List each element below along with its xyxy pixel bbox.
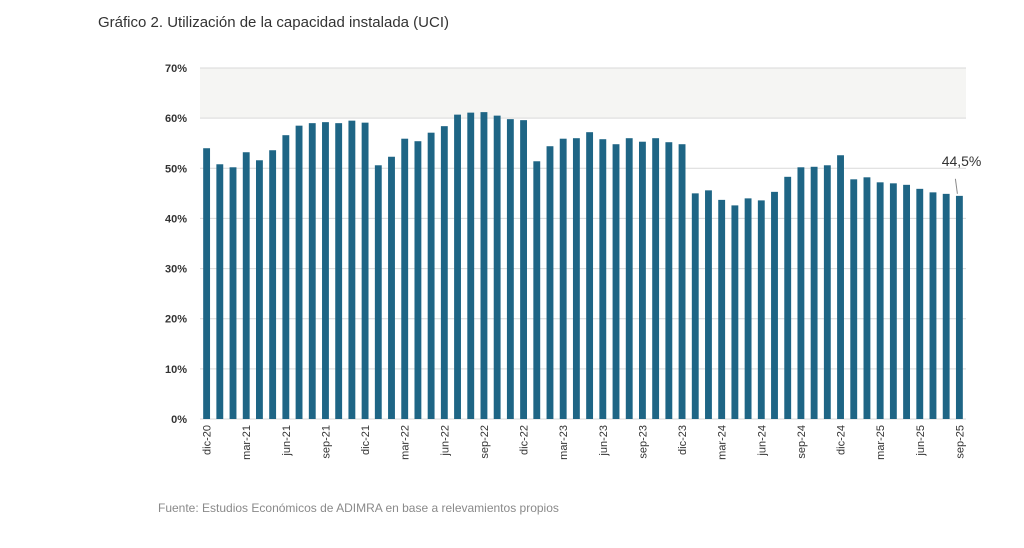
x-tick-label: sep-24 bbox=[796, 425, 808, 459]
x-tick-label: mar-24 bbox=[717, 425, 729, 460]
bar-mar-23 bbox=[559, 138, 567, 420]
plot-top-band bbox=[200, 68, 966, 119]
bar-feb-21 bbox=[229, 167, 237, 419]
bar-dic-21 bbox=[361, 122, 369, 420]
bar-mar-21 bbox=[242, 152, 250, 420]
bar-sep-24 bbox=[797, 167, 805, 419]
bar-dic-22 bbox=[520, 120, 528, 420]
bar-may-24 bbox=[744, 198, 752, 419]
bar-jun-23 bbox=[599, 139, 607, 419]
bar-nov-21 bbox=[348, 120, 356, 420]
bar-feb-24 bbox=[705, 190, 712, 419]
bar-nov-23 bbox=[665, 142, 673, 419]
bar-may-21 bbox=[269, 150, 277, 419]
x-tick-label: jun-24 bbox=[756, 425, 768, 457]
bar-jul-21 bbox=[295, 125, 303, 420]
x-tick-label: mar-21 bbox=[241, 425, 253, 460]
annotation-leader-line bbox=[954, 178, 958, 194]
y-tick-label: 20% bbox=[165, 314, 187, 326]
bar-mar-22 bbox=[401, 138, 409, 420]
bar-ago-21 bbox=[308, 123, 316, 420]
x-tick-label: jun-23 bbox=[598, 425, 610, 457]
bar-dic-23 bbox=[678, 144, 686, 419]
y-tick-label: 50% bbox=[165, 163, 187, 175]
bar-jun-21 bbox=[282, 135, 290, 420]
bar-ene-21 bbox=[216, 164, 224, 419]
x-tick-label: mar-23 bbox=[558, 425, 570, 460]
bar-abr-22 bbox=[414, 141, 422, 420]
x-tick-label: mar-25 bbox=[875, 425, 887, 460]
bar-ago-23 bbox=[625, 138, 633, 419]
x-tick-label: jun-21 bbox=[281, 425, 293, 457]
x-tick-label: sep-23 bbox=[637, 425, 649, 459]
chart-title: Gráfico 2. Utilización de la capacidad i… bbox=[98, 14, 449, 31]
y-tick-label: 30% bbox=[165, 264, 187, 276]
bar-dic-24 bbox=[837, 155, 844, 419]
bar-abr-23 bbox=[572, 138, 580, 419]
bar-jul-25 bbox=[929, 192, 937, 419]
bar-jul-22 bbox=[454, 114, 461, 419]
bar-feb-23 bbox=[546, 146, 554, 420]
x-tick-label: sep-21 bbox=[320, 425, 332, 459]
bar-ago-25 bbox=[942, 193, 950, 419]
bar-mar-24 bbox=[718, 199, 726, 419]
y-tick-label: 40% bbox=[165, 213, 187, 225]
bar-sep-21 bbox=[322, 122, 329, 419]
bar-sep-25 bbox=[955, 195, 963, 419]
bar-ene-22 bbox=[374, 165, 382, 419]
bar-nov-22 bbox=[506, 119, 514, 419]
bar-feb-25 bbox=[863, 177, 871, 419]
bar-ene-24 bbox=[691, 193, 699, 419]
bar-ago-24 bbox=[784, 176, 792, 419]
x-tick-label: jun-25 bbox=[915, 425, 927, 457]
bar-dic-20 bbox=[203, 148, 211, 419]
bar-abr-24 bbox=[731, 205, 739, 419]
bar-mar-25 bbox=[876, 182, 884, 419]
x-tick-label: sep-22 bbox=[479, 425, 491, 459]
y-tick-label: 70% bbox=[165, 63, 187, 75]
bar-oct-21 bbox=[335, 123, 343, 420]
bar-nov-24 bbox=[823, 165, 831, 419]
bar-sep-23 bbox=[638, 141, 646, 419]
bar-jul-23 bbox=[612, 144, 620, 419]
x-tick-label: dic-20 bbox=[202, 425, 214, 455]
bar-abr-25 bbox=[889, 183, 897, 419]
x-tick-label: dic-22 bbox=[519, 425, 531, 455]
bar-jun-24 bbox=[757, 200, 765, 419]
bar-may-25 bbox=[903, 184, 911, 419]
bar-ene-23 bbox=[533, 161, 541, 419]
bar-jun-25 bbox=[916, 188, 924, 419]
bar-may-22 bbox=[427, 132, 435, 420]
bar-jun-22 bbox=[440, 126, 448, 419]
x-tick-label: mar-22 bbox=[400, 425, 412, 460]
bar-oct-22 bbox=[493, 115, 501, 419]
bar-sep-22 bbox=[480, 112, 488, 419]
bar-ene-25 bbox=[850, 179, 858, 419]
bar-jul-24 bbox=[771, 191, 778, 419]
y-tick-label: 0% bbox=[171, 414, 187, 426]
annotation-label: 44,5% bbox=[942, 153, 982, 169]
x-tick-label: dic-24 bbox=[836, 425, 848, 455]
bar-ago-22 bbox=[467, 112, 475, 420]
y-tick-label: 60% bbox=[165, 113, 187, 125]
bar-abr-21 bbox=[255, 160, 263, 419]
x-tick-label: sep-25 bbox=[954, 425, 966, 459]
chart-source-note: Fuente: Estudios Económicos de ADIMRA en… bbox=[158, 501, 559, 515]
bar-may-23 bbox=[586, 132, 594, 419]
x-tick-label: dic-23 bbox=[677, 425, 689, 455]
bar-feb-22 bbox=[388, 156, 395, 419]
bar-oct-24 bbox=[810, 166, 818, 419]
x-tick-label: jun-22 bbox=[439, 425, 451, 457]
y-tick-label: 10% bbox=[165, 364, 187, 376]
bar-oct-23 bbox=[652, 138, 660, 419]
x-tick-label: dic-21 bbox=[360, 425, 372, 455]
